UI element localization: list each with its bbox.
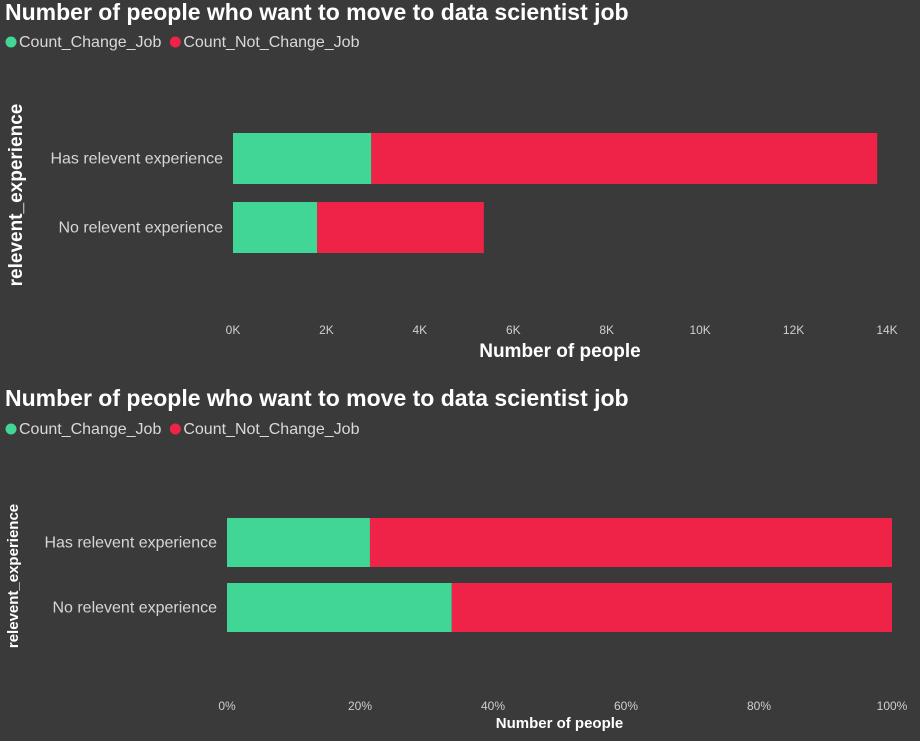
bar-not-change-2 bbox=[451, 583, 892, 632]
chart-title: Number of people who want to move to dat… bbox=[5, 385, 629, 411]
x-tick-label-1: 0K bbox=[226, 323, 241, 337]
category-label-1: Has relevent experience bbox=[50, 151, 223, 168]
x-tick-label-3: 4K bbox=[413, 323, 428, 337]
x-tick-label-8: 14K bbox=[876, 323, 897, 337]
bar-change-2 bbox=[227, 583, 452, 632]
legend-marker-1 bbox=[5, 36, 17, 48]
legend-marker-2 bbox=[169, 36, 181, 48]
chart-title: Number of people who want to move to dat… bbox=[5, 0, 629, 25]
bar-not-change-1 bbox=[369, 518, 893, 567]
legend-label-1: Count_Change_Job bbox=[19, 421, 161, 438]
x-tick-label-2: 2K bbox=[319, 323, 334, 337]
y-axis-title: relevent_experience bbox=[6, 104, 27, 287]
chart-panel-2: Number of people who want to move to dat… bbox=[5, 385, 908, 732]
legend-marker-1 bbox=[5, 423, 17, 435]
bar-change-1 bbox=[227, 518, 370, 567]
category-label-2: No relevent experience bbox=[52, 600, 217, 617]
legend-label-2: Count_Not_Change_Job bbox=[183, 34, 359, 51]
x-axis-title: Number of people bbox=[479, 341, 641, 362]
x-axis-title: Number of people bbox=[496, 715, 624, 732]
bar-change-2 bbox=[233, 202, 318, 253]
x-tick-label-5: 8K bbox=[599, 323, 614, 337]
category-label-1: Has relevent experience bbox=[44, 535, 217, 552]
chart-panel-1: Number of people who want to move to dat… bbox=[5, 0, 898, 362]
x-tick-label-3: 40% bbox=[481, 699, 505, 713]
y-axis-title: relevent_experience bbox=[5, 504, 22, 648]
x-tick-label-4: 6K bbox=[506, 323, 521, 337]
x-tick-label-1: 0% bbox=[218, 699, 236, 713]
x-tick-label-6: 100% bbox=[877, 699, 908, 713]
legend-marker-2 bbox=[169, 423, 181, 435]
x-tick-label-4: 60% bbox=[614, 699, 638, 713]
x-tick-label-7: 12K bbox=[783, 323, 804, 337]
bar-change-1 bbox=[233, 133, 372, 184]
legend-label-1: Count_Change_Job bbox=[19, 34, 161, 51]
legend-label-2: Count_Not_Change_Job bbox=[183, 421, 359, 438]
x-tick-label-6: 10K bbox=[689, 323, 710, 337]
x-tick-label-2: 20% bbox=[348, 699, 372, 713]
bar-not-change-2 bbox=[317, 202, 484, 253]
bar-not-change-1 bbox=[371, 133, 878, 184]
category-label-2: No relevent experience bbox=[58, 220, 223, 237]
x-tick-label-5: 80% bbox=[747, 699, 771, 713]
